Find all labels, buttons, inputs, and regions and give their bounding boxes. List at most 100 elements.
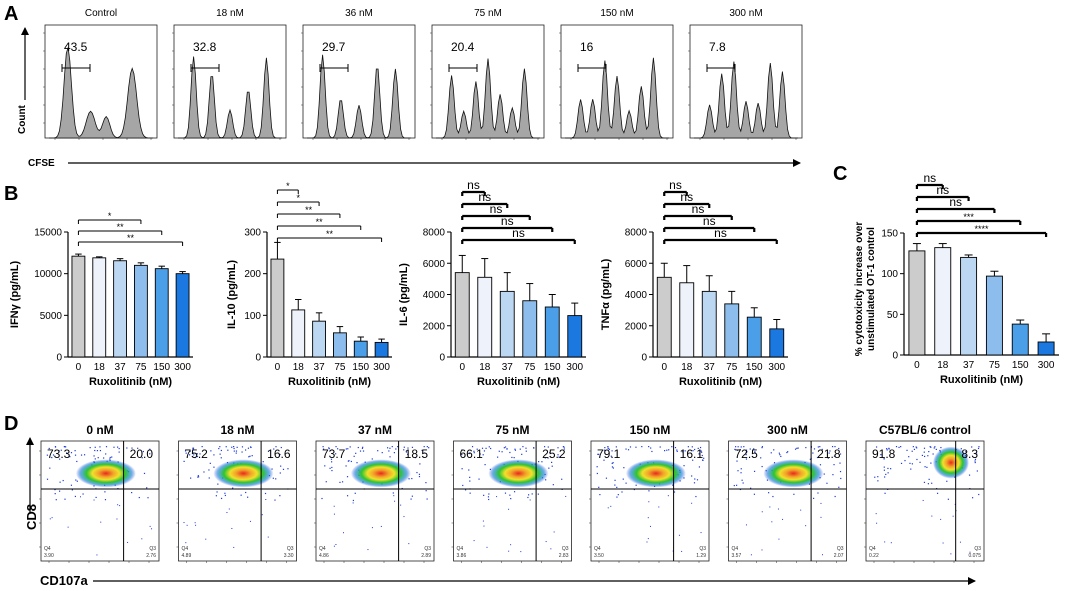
flow-event [772,495,774,498]
flow-event [508,550,510,552]
flow-event [113,446,115,448]
quadrant-q4-value: 4.89 [182,553,192,559]
flow-event [356,462,358,464]
significance-label: ** [316,217,324,227]
quadrant-q3-tag: Q3 [562,546,569,552]
flow-event [473,540,475,542]
flow-event [185,542,187,544]
flow-event [137,447,139,449]
flow-density-blob [75,459,136,488]
flow-event [683,465,685,467]
flow-event [809,458,811,460]
flow-density-blob [763,459,824,488]
flow-event [761,447,763,449]
flow-event [377,450,379,452]
flow-event [934,446,936,448]
flow-event [49,518,51,520]
flow-event [887,472,889,474]
flow-event [328,448,330,450]
flow-event [220,449,222,452]
flow-event [419,463,421,465]
flow-event [74,454,77,456]
flow-event [641,446,643,448]
flow-event [262,461,264,463]
flow-event [916,447,918,449]
bar [353,340,368,358]
flow-event [875,446,878,448]
flow-event [629,446,632,448]
y-axis-label: unstimulated OT-1 control [866,227,877,351]
histogram-gate-value: 20.4 [451,40,475,54]
flow-event [117,504,119,506]
flow-event [659,446,661,448]
quadrant-q1-value: 91.8 [872,447,896,461]
flow-event [208,477,210,479]
flow-event [900,446,902,448]
flow-event [231,527,233,529]
flow-event [794,448,797,450]
flow-event [232,487,234,489]
flow-event [557,454,559,456]
flow-event [468,452,471,455]
flow-event [498,450,500,452]
flow-event [504,446,507,448]
flow-event [76,480,78,482]
flow-event [930,462,932,464]
quadrant-q3-tag: Q3 [287,546,294,552]
quadrant-q2-value: 16.1 [680,447,704,461]
flow-event [700,450,702,452]
quadrant-q3-value: 2.76 [146,553,156,559]
flow-event [241,451,243,453]
quadrant-q4-tag: Q4 [457,546,464,552]
panel-label-a: A [4,3,18,25]
flow-event [325,481,327,483]
flow-event [909,462,911,464]
flow-event [331,469,333,472]
flow-event [753,470,756,472]
flow-event [692,459,694,461]
flow-event [410,498,412,500]
flow-event [59,458,61,460]
significance-label: ns [501,214,514,228]
x-axis-label: Ruxolitinib (nM) [89,376,172,388]
flow-event [503,447,505,449]
bar [291,309,306,358]
y-tick-label: 5000 [40,311,63,322]
flow-event [349,446,351,448]
flow-event [883,457,885,459]
flow-event [597,453,599,455]
flow-event [646,541,648,543]
flow-event [51,456,53,459]
flow-event [828,452,830,454]
flow-event [76,460,78,463]
flow-event [607,507,609,509]
histogram-gate-value: 32.8 [193,40,217,54]
flow-event [426,446,428,448]
flow-event [527,494,530,496]
flow-event [549,451,551,454]
flow-event [820,502,822,504]
flow-event [561,478,563,480]
flow-event [149,525,151,527]
flow-event [658,506,660,508]
bar [71,255,86,358]
flow-event [411,495,413,497]
flow-event [698,453,700,455]
flow-event [65,446,67,448]
flow-event [471,446,474,448]
flow-event [331,466,333,469]
flow-event [883,458,885,460]
flow-event [483,494,485,496]
flow-event [46,454,48,456]
flow-event [699,446,702,449]
flow-event [82,493,84,495]
flow-event [224,492,226,494]
flow-event [696,479,699,481]
flow-event [877,480,879,482]
flow-event [345,448,347,450]
flow-event [414,457,416,459]
flow-event [876,522,878,524]
y-tick-label: 50 [887,310,899,321]
significance-label: * [108,211,112,221]
flow-event [598,486,600,488]
